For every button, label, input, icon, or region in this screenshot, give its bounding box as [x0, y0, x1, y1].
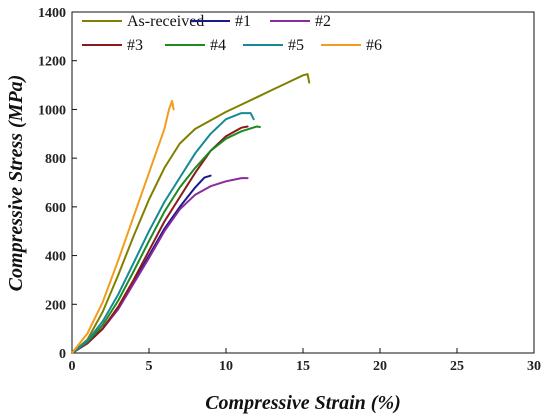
y-axis-ticks: 0 200 400 600 800 1000 1200 1400	[38, 6, 77, 362]
y-tick-label: 0	[59, 347, 66, 362]
legend: As-received #1 #2 #3 #4 #5 #6	[82, 13, 382, 54]
x-axis-title: Compressive Strain (%)	[205, 392, 401, 414]
series-line-4	[71, 125, 249, 354]
x-axis-ticks: 0 5 10 15 20 25 30	[69, 348, 541, 374]
legend-label: #1	[235, 13, 251, 30]
legend-label: #3	[127, 37, 143, 54]
x-tick-label: 10	[219, 359, 233, 374]
legend-label: #2	[315, 13, 331, 30]
x-tick-label: 25	[450, 359, 464, 374]
legend-label: #6	[366, 37, 382, 54]
legend-label: #4	[210, 37, 226, 54]
y-tick-label: 1400	[38, 6, 66, 21]
y-tick-label: 800	[45, 152, 66, 167]
series-line-1	[71, 73, 311, 354]
x-tick-label: 20	[373, 359, 387, 374]
y-tick-label: 200	[45, 298, 66, 313]
x-tick-label: 15	[296, 359, 310, 374]
series-lines	[71, 73, 311, 354]
series-line-5	[71, 125, 261, 354]
y-axis-title: Compressive Stress (MPa)	[5, 75, 27, 292]
series-line-7	[71, 99, 175, 354]
plot-frame	[71, 11, 535, 354]
x-tick-label: 5	[146, 359, 153, 374]
y-tick-label: 1200	[38, 55, 66, 70]
y-tick-label: 1000	[38, 103, 66, 118]
legend-label: #5	[288, 37, 304, 54]
y-tick-label: 400	[45, 250, 66, 265]
series-line-6	[71, 112, 255, 354]
x-tick-label: 30	[527, 359, 541, 374]
y-tick-label: 600	[45, 201, 66, 216]
legend-label: As-received	[127, 13, 204, 30]
x-tick-label: 0	[69, 359, 76, 374]
